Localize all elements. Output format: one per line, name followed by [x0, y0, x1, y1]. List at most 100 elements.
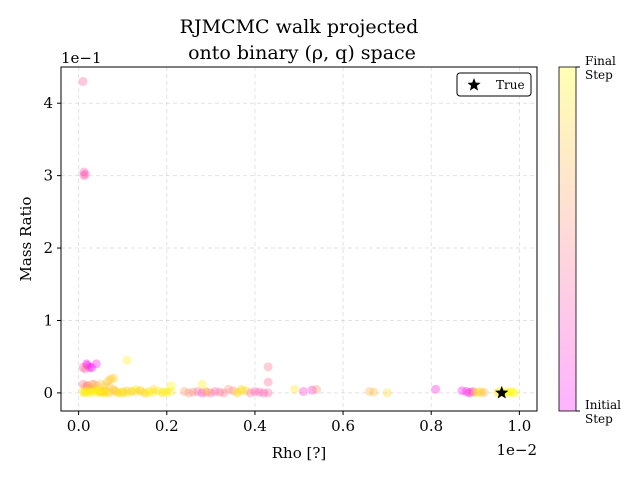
data-point-85	[215, 387, 225, 397]
data-point-107	[365, 386, 375, 396]
data-point-95	[259, 388, 269, 398]
y-tick-label-0: 0	[43, 384, 53, 402]
data-point-81	[197, 388, 207, 398]
data-point-5	[82, 360, 92, 370]
data-point-79	[188, 387, 198, 397]
data-point-22	[82, 386, 92, 396]
grid	[61, 67, 537, 411]
data-point-11	[89, 379, 99, 389]
data-point-48	[166, 381, 176, 391]
data-point-128	[508, 387, 518, 397]
data-points	[78, 76, 520, 398]
data-point-33	[107, 373, 117, 383]
data-point-75	[144, 388, 154, 398]
data-point-89	[232, 388, 242, 398]
data-point-99	[197, 379, 207, 389]
data-point-96	[263, 377, 273, 387]
data-point-43	[144, 386, 154, 396]
data-point-114	[466, 387, 476, 397]
y-tick-label-4: 4	[43, 94, 53, 112]
data-point-98	[263, 388, 273, 398]
data-point-58	[113, 388, 123, 398]
data-point-87	[223, 384, 233, 394]
data-point-30	[100, 386, 110, 396]
data-point-51	[135, 386, 145, 396]
data-point-103	[290, 384, 300, 394]
data-point-67	[109, 386, 119, 396]
data-point-17	[82, 381, 92, 391]
data-point-45	[153, 386, 163, 396]
x-axis-label: Rho [?]	[272, 444, 327, 462]
legend-box	[456, 72, 532, 97]
data-point-57	[87, 379, 97, 389]
data-point-117	[473, 387, 482, 397]
data-point-93	[250, 386, 260, 396]
data-point-2	[79, 171, 89, 181]
data-point-28	[96, 387, 106, 397]
data-point-74	[93, 386, 103, 396]
data-point-129	[510, 388, 520, 398]
data-point-47	[162, 386, 172, 396]
y-offset-label: 1e−1	[61, 49, 102, 67]
data-point-86	[219, 388, 229, 398]
data-point-41	[135, 386, 145, 396]
data-point-15	[85, 384, 95, 394]
data-point-102	[237, 386, 247, 396]
x-tick-label-4: 0.8	[419, 417, 443, 435]
data-point-111	[457, 386, 467, 396]
data-point-9	[87, 363, 97, 373]
data-point-23	[85, 388, 95, 398]
data-point-61	[140, 388, 150, 398]
data-point-36	[113, 388, 123, 398]
data-point-118	[475, 386, 485, 396]
x-tick-label-3: 0.6	[331, 417, 355, 435]
colorbar-bottom-label: Initial Step	[585, 398, 621, 426]
data-point-108	[369, 387, 379, 397]
data-point-115	[468, 386, 478, 396]
data-point-21	[80, 387, 90, 397]
data-point-71	[82, 387, 92, 397]
data-point-7	[78, 363, 88, 373]
data-point-4	[82, 359, 92, 369]
chart-title-line-2: onto binary (ρ, q) space	[188, 42, 416, 64]
data-point-106	[312, 384, 322, 394]
data-point-50	[127, 386, 137, 396]
data-point-49	[118, 388, 128, 398]
x-tick-label-5: 1.0	[507, 417, 531, 435]
y-tick-label-2: 2	[43, 239, 53, 257]
data-point-52	[100, 381, 110, 391]
data-point-130	[122, 355, 132, 365]
data-point-73	[102, 387, 112, 397]
data-point-38	[122, 388, 132, 398]
chart-title-line-1: RJMCMC walk projected	[180, 16, 419, 38]
data-point-8	[80, 364, 90, 374]
y-axis: 0 1 2 3 4	[43, 94, 61, 402]
legend-star-icon	[467, 78, 481, 91]
data-point-55	[96, 386, 106, 396]
data-point-20	[79, 388, 89, 398]
data-point-12	[82, 381, 92, 391]
data-point-65	[100, 386, 110, 396]
data-point-83	[206, 388, 216, 398]
colorbar: Final Step Initial Step	[558, 54, 621, 426]
data-point-42	[140, 388, 150, 398]
data-point-18	[96, 379, 106, 389]
data-point-88	[228, 386, 238, 396]
data-point-10	[91, 359, 101, 369]
data-point-84	[210, 386, 220, 396]
data-point-35	[111, 386, 121, 396]
data-point-92	[246, 388, 256, 398]
data-point-70	[100, 388, 110, 398]
data-point-104	[298, 386, 308, 396]
data-point-90	[237, 384, 247, 394]
data-point-78	[184, 388, 194, 398]
data-point-110	[431, 384, 441, 394]
data-point-82	[201, 387, 211, 397]
colorbar-top-label: Final Step	[585, 54, 616, 82]
y-tick-label-3: 3	[43, 167, 53, 185]
data-point-80	[193, 386, 203, 396]
data-point-120	[479, 387, 489, 397]
data-point-1	[79, 167, 89, 177]
data-point-101	[232, 387, 242, 397]
